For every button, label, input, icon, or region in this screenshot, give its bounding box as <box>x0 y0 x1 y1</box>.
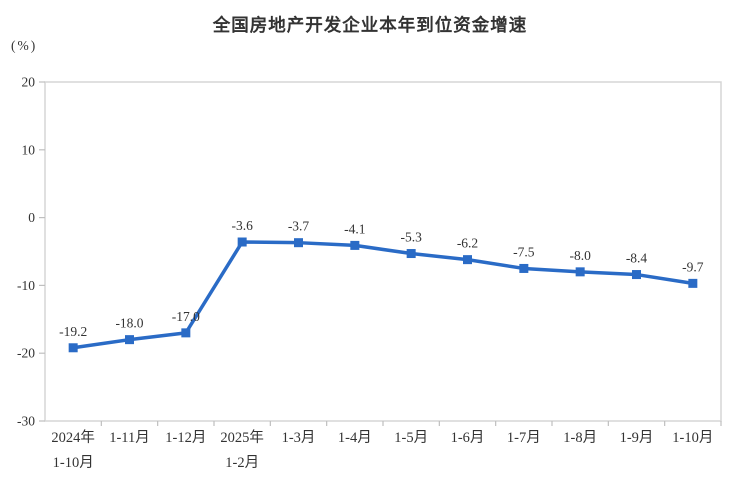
y-tick-label: -30 <box>17 414 35 429</box>
y-tick-label: 0 <box>28 210 35 225</box>
data-point-marker <box>181 328 191 338</box>
x-tick-label: 1-4月 <box>338 430 372 446</box>
data-point-label: -7.5 <box>513 244 535 259</box>
data-point-label: -9.7 <box>682 259 704 274</box>
series-line <box>71 240 695 350</box>
data-point-marker <box>125 335 134 345</box>
y-tick-label: 10 <box>22 142 36 157</box>
x-tick-label: 1-9月 <box>620 430 654 446</box>
y-tick-label: -20 <box>17 346 35 361</box>
x-tick-label: 1-6月 <box>451 430 485 446</box>
chart-title: 全国房地产开发企业本年到位资金增速 <box>212 15 528 35</box>
plot-area <box>44 81 722 422</box>
x-tick-label: 1-8月 <box>563 430 597 446</box>
y-tick-label: 20 <box>22 75 36 90</box>
data-point-label: -5.3 <box>400 230 422 245</box>
x-tick-label: 1-12月 <box>165 430 206 446</box>
x-tick-label: 1-7月 <box>507 430 541 446</box>
data-point-label: -8.4 <box>626 251 648 266</box>
data-point-label: -3.6 <box>231 218 253 233</box>
data-point-marker <box>237 237 247 247</box>
x-tick-label: 2025年 1-2月 <box>220 429 264 471</box>
data-point-marker <box>575 267 585 277</box>
data-point-label: -17.0 <box>172 309 200 324</box>
y-axis-unit-label: (%) <box>11 38 38 53</box>
data-point-marker <box>519 263 529 273</box>
x-tick-label: 1-5月 <box>394 430 428 446</box>
y-tick-label: -10 <box>17 278 35 293</box>
data-point-marker <box>688 278 698 288</box>
x-tick-label: 1-11月 <box>109 430 150 446</box>
x-tick-label: 1-10月 <box>672 430 713 446</box>
data-point-marker <box>632 270 641 280</box>
data-point-label: -18.0 <box>115 316 143 331</box>
data-point-label: -6.2 <box>457 236 478 251</box>
x-tick-label: 2024年 1-10月 <box>51 429 95 471</box>
data-point-marker <box>463 255 472 265</box>
data-point-marker <box>68 343 78 353</box>
x-tick-label: 1-3月 <box>282 430 316 446</box>
data-point-label: -8.0 <box>569 248 591 263</box>
data-point-marker <box>350 240 360 250</box>
data-point-label: -3.7 <box>288 219 310 234</box>
data-point-marker <box>406 249 416 259</box>
data-point-label: -19.2 <box>59 324 87 339</box>
data-point-label: -4.1 <box>344 221 365 236</box>
data-point-marker <box>294 238 303 248</box>
